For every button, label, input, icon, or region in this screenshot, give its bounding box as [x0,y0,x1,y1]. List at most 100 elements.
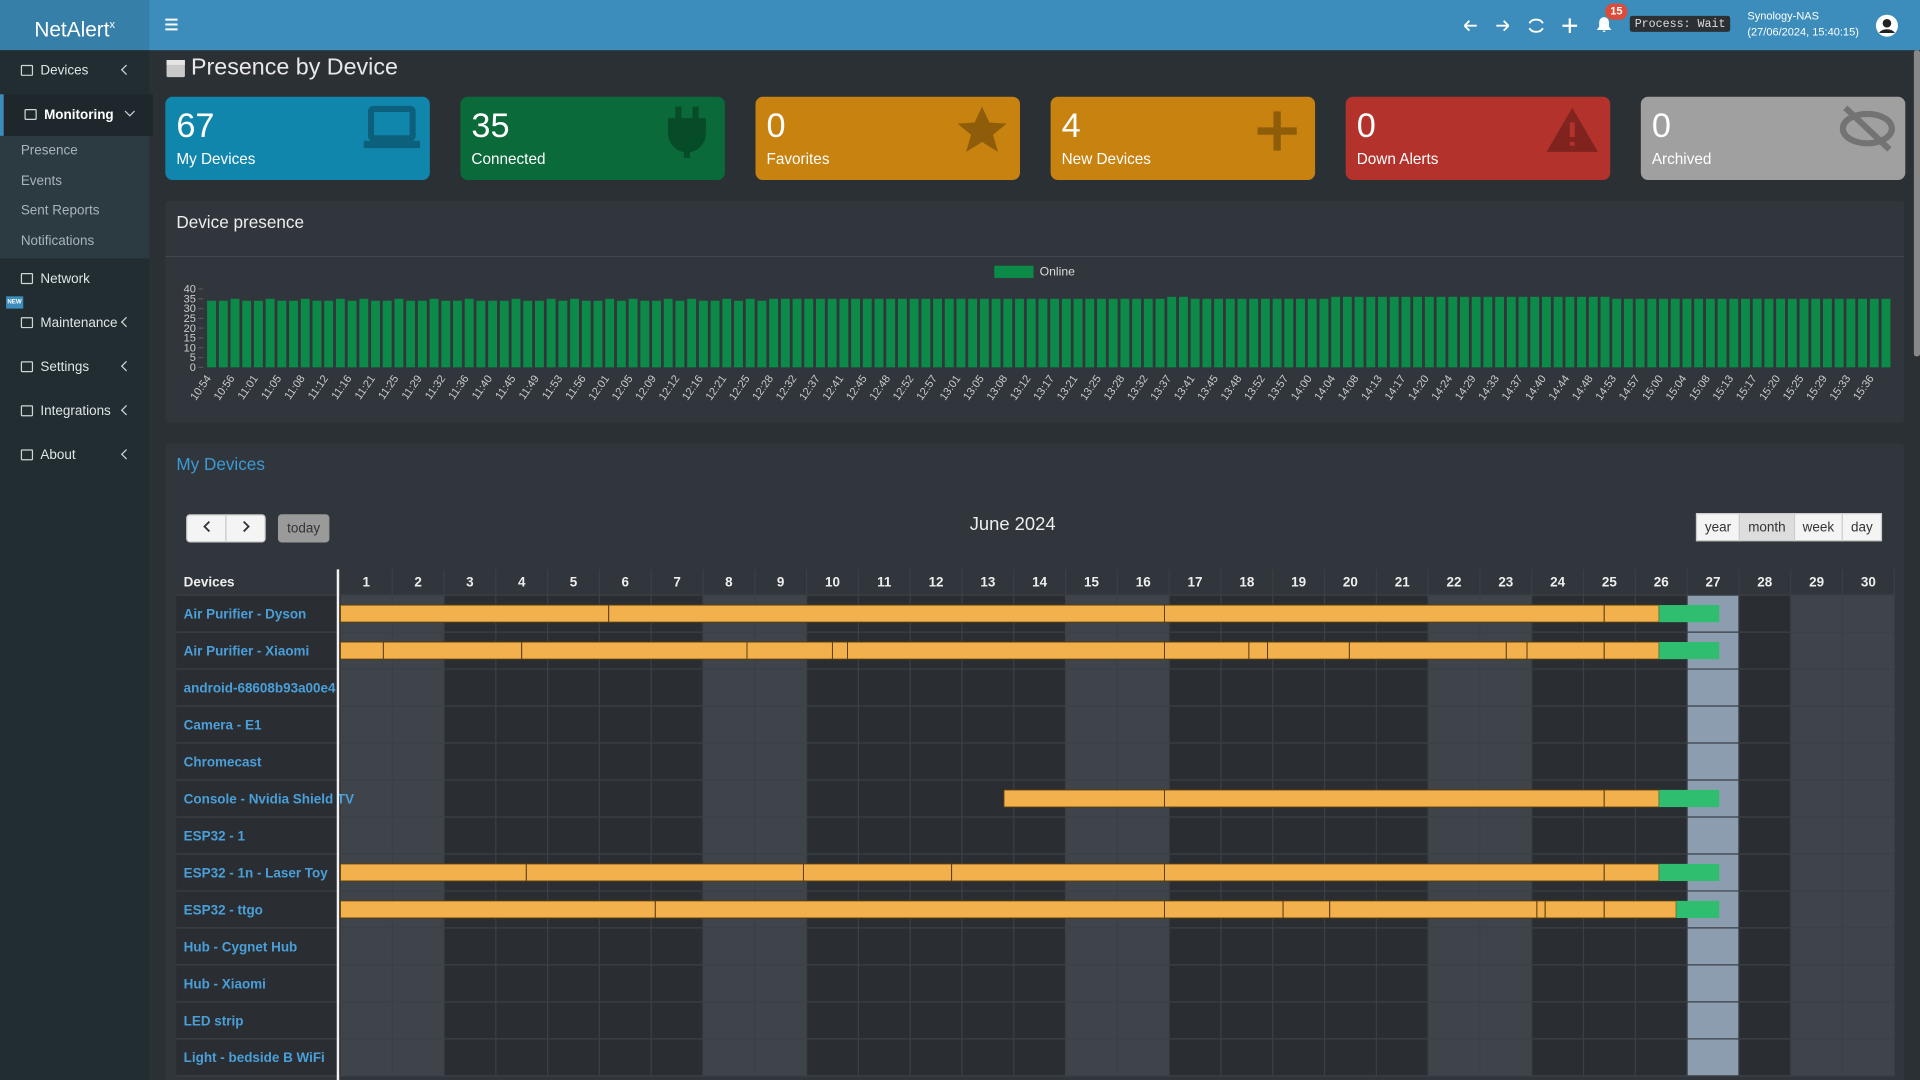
sidebar: Devices Monitoring Presence Events Sent Repo… [0,50,154,1080]
submenu-item[interactable]: Presence [20,143,78,158]
session-bar[interactable] [339,863,527,882]
session-bar[interactable] [1603,604,1660,623]
bar [1038,298,1048,368]
stat-tile[interactable]: 35 Connected [460,96,725,181]
session-bar[interactable] [847,641,1165,660]
session-bar[interactable] [1603,863,1660,882]
session-bar[interactable] [1163,641,1250,660]
logo[interactable]: NetAlertx [0,0,150,51]
session-bar[interactable] [1329,900,1538,919]
fullscreen-button[interactable] [1562,18,1578,34]
device-name[interactable]: android-68608b93a00e4 [184,680,336,695]
view-button[interactable]: day [1841,513,1883,542]
device-name[interactable]: ESP32 - 1n - Laser Toy [184,865,329,880]
stat-tile[interactable]: 0 Favorites [755,96,1021,181]
session-bar[interactable] [1282,900,1331,919]
bar [1506,296,1516,368]
device-name[interactable]: Hub - Xiaomi [184,976,266,991]
session-bar[interactable] [1267,641,1350,660]
day-column [1065,595,1118,1076]
device-name[interactable]: ESP32 - ttgo [184,902,263,917]
session-bar[interactable] [1603,900,1677,919]
session-bar[interactable] [802,863,953,882]
device-name[interactable]: Chromecast [184,754,262,769]
device-name[interactable]: Console - Nvidia Shield TV [184,791,354,806]
x-tick-label: 11:08 [283,373,308,402]
online-bar[interactable] [1659,642,1720,660]
device-name[interactable]: ESP32 - 1 [184,828,246,843]
session-bar[interactable] [1348,641,1507,660]
forward-button[interactable] [1496,20,1510,32]
view-button[interactable]: week [1793,513,1843,542]
bar [1436,296,1446,368]
x-tick-label: 15:33 [1828,373,1854,402]
stat-tile[interactable]: 0 Archived [1640,96,1906,181]
session-bar[interactable] [951,863,1165,882]
session-bar[interactable] [1505,641,1528,660]
session-bar[interactable] [525,863,804,882]
device-name[interactable]: Camera - E1 [184,717,262,732]
nav-item[interactable]: About [0,435,149,477]
session-bar[interactable] [1163,604,1605,623]
session-bar[interactable] [1163,789,1605,808]
session-bar[interactable] [339,641,384,660]
session-bar[interactable] [382,641,523,660]
bar [1073,298,1083,368]
scrollbar[interactable] [1913,50,1920,357]
online-bar[interactable] [1659,789,1720,808]
session-bar[interactable] [339,900,656,919]
session-bar[interactable] [521,641,748,660]
tile-value: 0 [766,106,786,145]
nav-item[interactable]: Settings [0,347,149,389]
nav-icon [20,64,34,76]
session-bar[interactable] [339,604,610,623]
device-name[interactable]: Hub - Cygnet Hub [184,939,298,954]
stat-tile[interactable]: 4 New Devices [1050,96,1316,181]
session-bar[interactable] [1544,900,1605,919]
submenu-item[interactable]: Events [20,173,63,188]
session-bar[interactable] [1003,789,1165,808]
bell-icon[interactable] [1596,15,1613,35]
user-avatar[interactable] [1875,13,1899,37]
nav-item[interactable]: Maintenance [0,302,149,344]
session-bar[interactable] [746,641,833,660]
stat-tile[interactable]: 67 My Devices [165,96,430,181]
device-name[interactable]: Air Purifier - Dyson [184,606,307,621]
bar [207,300,217,368]
online-bar[interactable] [1676,900,1720,919]
reload-button[interactable] [1528,18,1544,33]
session-bar[interactable] [654,900,1165,919]
nav-item[interactable]: Integrations [0,391,149,433]
submenu-item[interactable]: Sent Reports [20,203,100,218]
x-tick-label: 12:05 [610,373,636,402]
view-button[interactable]: month [1738,513,1796,542]
x-tick-label: 12:37 [797,373,823,402]
submenu-item[interactable]: Notifications [20,233,95,248]
session-bar[interactable] [1526,641,1605,660]
session-bar[interactable] [1603,789,1660,808]
bar [1097,298,1106,368]
next-button[interactable] [225,514,266,543]
nav-item[interactable]: Network [0,258,149,300]
device-name[interactable]: LED strip [184,1013,244,1028]
session-bar[interactable] [1163,900,1284,919]
back-button[interactable] [1463,20,1477,32]
device-name[interactable]: Air Purifier - Xiaomi [184,643,310,658]
session-bar[interactable] [1536,900,1546,919]
session-bar[interactable] [831,641,848,660]
bar [1120,298,1130,368]
prev-button[interactable] [186,514,227,543]
nav-item[interactable]: Monitoring [0,94,154,136]
session-bar[interactable] [1603,641,1660,660]
nav-item[interactable]: Devices [0,50,149,92]
today-button[interactable]: today [277,514,330,543]
session-bar[interactable] [1163,863,1605,882]
online-bar[interactable] [1659,863,1720,882]
x-tick-label: 12:16 [680,373,706,402]
device-name[interactable]: Light - bedside B WiFi [184,1050,325,1065]
stat-tile[interactable]: 0 Down Alerts [1345,96,1611,181]
online-bar[interactable] [1659,605,1720,623]
session-bar[interactable] [608,604,1165,623]
menu-toggle[interactable] [164,17,179,32]
session-bar[interactable] [1248,641,1269,660]
